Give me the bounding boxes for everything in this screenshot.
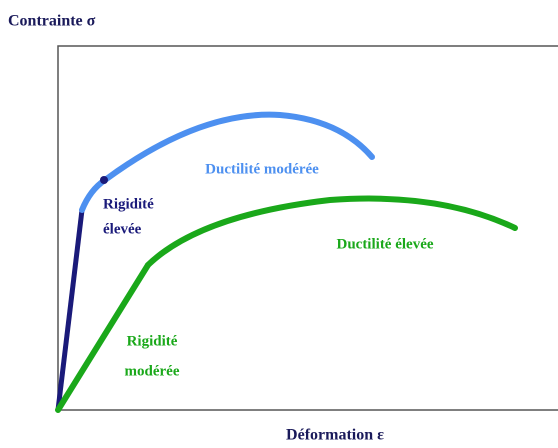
x-axis-label: Déformation ε (286, 427, 384, 444)
high-ductility-curve (145, 195, 518, 268)
plot-frame (57, 45, 558, 411)
curve-label: modérée (125, 363, 180, 379)
moderate-ductility-curve (79, 111, 375, 213)
curve-label: Ductilité élevée (336, 236, 433, 252)
y-axis-label: Contrainte σ (8, 13, 96, 30)
moderate-stiffness-line (55, 262, 151, 413)
yield-point (100, 176, 108, 184)
high-stiffness-line (55, 209, 85, 411)
curve-label: Rigidité (127, 333, 178, 349)
curve-label: Rigidité (103, 196, 154, 212)
curve-label: Ductilité modérée (205, 161, 319, 177)
curve-label: élevée (103, 221, 142, 237)
